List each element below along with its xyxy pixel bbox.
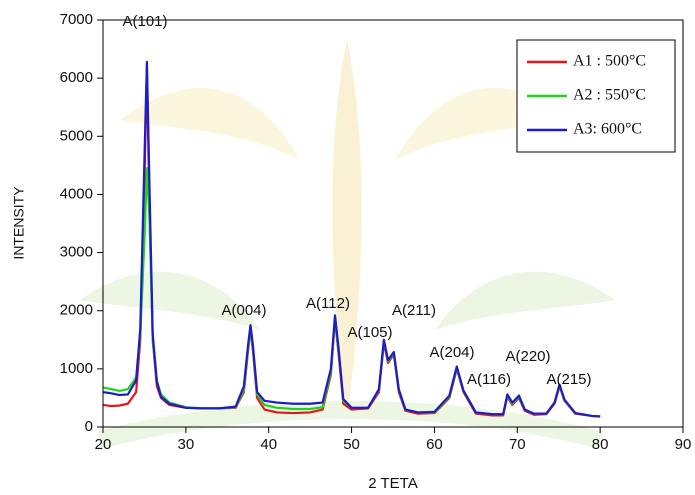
x-tick-label: 60 bbox=[426, 436, 443, 453]
annotation: A(220) bbox=[505, 348, 550, 365]
watermark-leaf bbox=[80, 271, 260, 330]
y-axis-label: INTENSITY bbox=[11, 186, 27, 260]
annotation: A(204) bbox=[429, 344, 474, 361]
annotations: A(101) A(004) A(112) A(105) A(211) A(204… bbox=[122, 13, 591, 388]
y-tick-label: 2000 bbox=[60, 302, 93, 319]
annotation: A(105) bbox=[347, 324, 392, 341]
plot-area: 20 30 40 50 60 70 80 90 0 1000 2000 3000 4000 5000 600… bbox=[60, 11, 692, 453]
x-tick-label: 70 bbox=[509, 436, 526, 453]
y-tick-label: 5000 bbox=[60, 127, 93, 144]
annotation: A(211) bbox=[392, 302, 436, 319]
annotation: A(215) bbox=[546, 371, 591, 388]
y-tick-label: 6000 bbox=[60, 69, 93, 86]
legend: A1 : 500°C A2 : 550°C A3: 600°C bbox=[516, 39, 676, 153]
x-tick-label: 30 bbox=[178, 436, 195, 453]
y-tick-label: 3000 bbox=[60, 244, 93, 261]
series-line bbox=[102, 60, 601, 418]
y-tick-label: 0 bbox=[85, 418, 93, 435]
x-axis-label: 2 TETA bbox=[368, 475, 417, 492]
x-tick-label: 50 bbox=[343, 436, 360, 453]
watermark-arc bbox=[97, 401, 603, 449]
annotation: A(116) bbox=[467, 371, 511, 388]
annotation: A(004) bbox=[221, 302, 266, 319]
x-tick-label: 40 bbox=[260, 436, 277, 453]
x-tick-label: 90 bbox=[675, 436, 692, 453]
legend-label: A1 : 500°C bbox=[573, 53, 646, 70]
x-tick-label: 80 bbox=[592, 436, 609, 453]
watermark-leaf bbox=[332, 40, 362, 420]
legend-label: A2 : 550°C bbox=[573, 87, 646, 104]
y-tick-label: 1000 bbox=[60, 360, 93, 377]
y-tick-label: 7000 bbox=[60, 11, 93, 28]
annotation: A(112) bbox=[306, 295, 350, 312]
watermark-leaf bbox=[120, 87, 300, 160]
annotation: A(101) bbox=[122, 13, 167, 30]
y-tick-label: 4000 bbox=[60, 185, 93, 202]
x-tick-label: 20 bbox=[95, 436, 112, 453]
legend-label: A3: 600°C bbox=[573, 121, 642, 138]
plot-frame bbox=[102, 19, 684, 428]
watermark-leaf bbox=[435, 271, 615, 330]
